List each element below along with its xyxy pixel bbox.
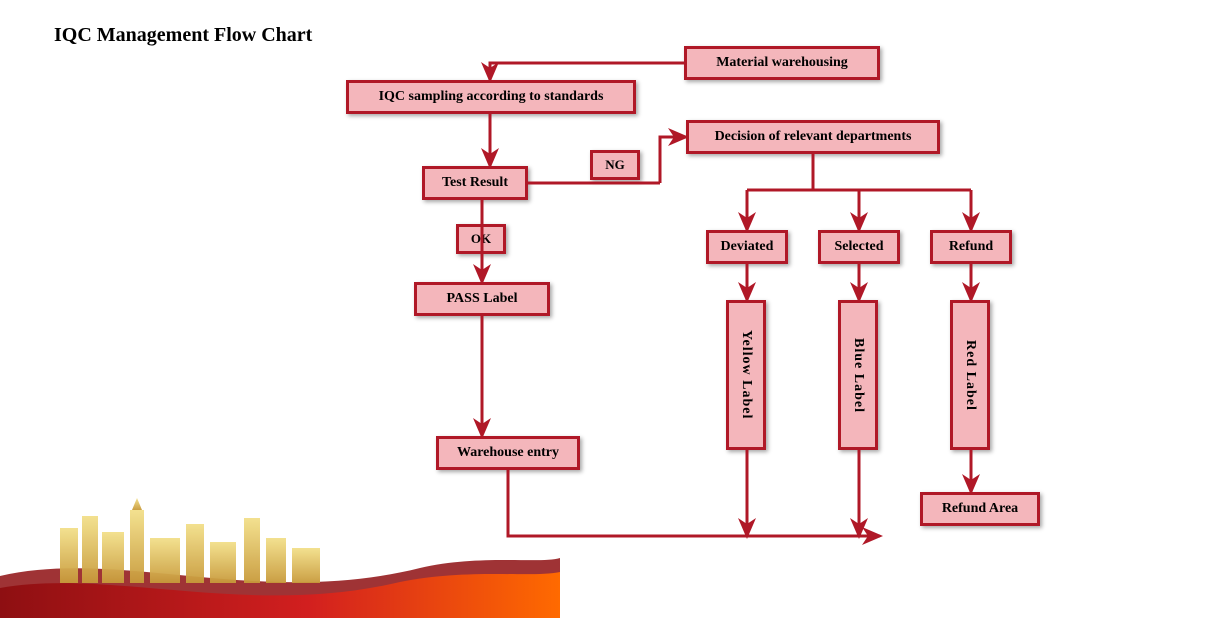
- edge-warehouse-merge: [508, 470, 880, 536]
- node-selected: Selected: [818, 230, 900, 264]
- edge-ng-to-decision: [660, 137, 686, 183]
- page-title: IQC Management Flow Chart: [54, 24, 312, 47]
- node-decision: Decision of relevant departments: [686, 120, 940, 154]
- node-ng: NG: [590, 150, 640, 180]
- node-refundarea: Refund Area: [920, 492, 1040, 526]
- node-yellow: Yellow Label: [726, 300, 766, 450]
- node-warehouse: Warehouse entry: [436, 436, 580, 470]
- node-blue: Blue Label: [838, 300, 878, 450]
- node-ok: OK: [456, 224, 506, 254]
- edge-material-to-sampling: [490, 63, 684, 80]
- node-material: Material warehousing: [684, 46, 880, 80]
- node-refund: Refund: [930, 230, 1012, 264]
- node-sampling: IQC sampling according to standards: [346, 80, 636, 114]
- node-red: Red Label: [950, 300, 990, 450]
- node-deviated: Deviated: [706, 230, 788, 264]
- node-testresult: Test Result: [422, 166, 528, 200]
- node-passlabel: PASS Label: [414, 282, 550, 316]
- decorative-ribbon: [0, 498, 560, 618]
